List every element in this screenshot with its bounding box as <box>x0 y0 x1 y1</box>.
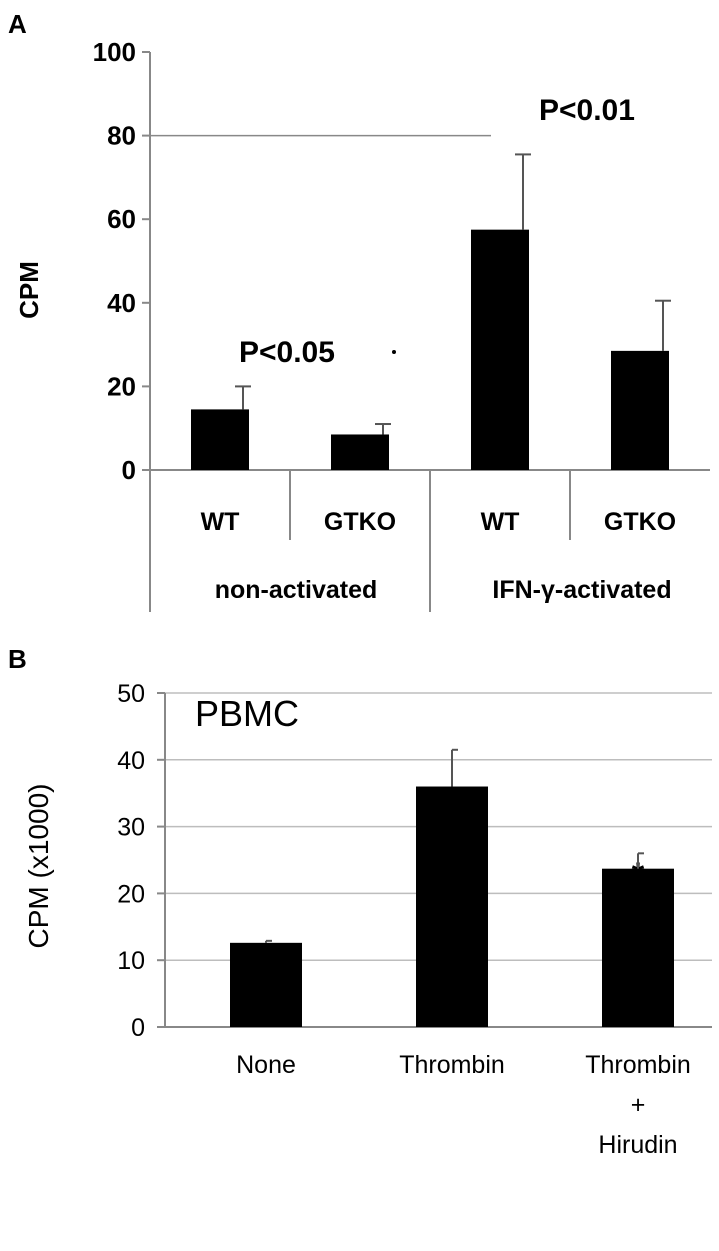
panel-b-y-tick-label: 0 <box>131 1014 145 1042</box>
panel-b-category-label: + <box>631 1091 646 1119</box>
panel-b-y-tick-label: 50 <box>117 680 145 708</box>
panel-a-group-label-ifn-activated: IFN-γ-activated <box>492 576 671 604</box>
panel-a-y-tick-label: 80 <box>107 121 136 151</box>
panel-a-category-label: GTKO <box>324 508 396 536</box>
panel-b-category-label: Thrombin <box>585 1051 691 1079</box>
panel-a-annotation-p005: P<0.05 <box>239 336 335 369</box>
panel-a-category-label: WT <box>201 508 240 536</box>
panel-a-y-tick-label: 60 <box>107 204 136 234</box>
panel-a-bar <box>471 229 529 470</box>
panel-b-bar <box>416 786 488 1027</box>
panel-a-y-tick-label: 100 <box>93 37 136 67</box>
panel-b-annotation-pbmc: PBMC <box>195 693 299 734</box>
panel-a-bar <box>331 434 389 470</box>
panel-b-y-axis-label: CPM (x1000) <box>23 784 54 949</box>
panel-b-category-label: Hirudin <box>598 1131 677 1159</box>
panel-b-bar <box>230 942 302 1027</box>
panel-b-y-tick-label: 30 <box>117 814 145 842</box>
panel-a-y-tick-label: 20 <box>107 371 136 401</box>
panel-a-category-label: WT <box>481 508 520 536</box>
panel-a-dot <box>392 350 396 354</box>
panel-a-y-tick-label: 40 <box>107 288 136 318</box>
panel-b-y-tick-label: 20 <box>117 880 145 908</box>
panel-a-group-label-non-activated: non-activated <box>215 576 378 604</box>
panel-a-bar <box>191 409 249 470</box>
panel-b-bar <box>602 868 674 1027</box>
panel-a-plot: 0 20 40 60 80 100 WT GTKO WT GTKO <box>93 37 710 612</box>
panel-a-y-axis-label: CPM <box>14 261 44 319</box>
panel-a-bar <box>611 350 669 470</box>
panel-b-category-label: Thrombin <box>399 1051 505 1079</box>
panel-a-annotation-p001: P<0.01 <box>539 94 635 127</box>
panel-b-letter: B <box>8 644 27 674</box>
panel-b-plot: 0 10 20 30 40 50 None Thrombin Thrombin + Hirudin <box>117 680 712 1159</box>
panel-b-category-label: None <box>236 1051 296 1079</box>
panel-b-y-tick-label: 10 <box>117 947 145 975</box>
panel-b-y-tick-label: 40 <box>117 747 145 775</box>
panel-a-category-label: GTKO <box>604 508 676 536</box>
panel-a-letter: A <box>8 9 27 39</box>
panel-a-y-tick-label: 0 <box>122 455 136 485</box>
